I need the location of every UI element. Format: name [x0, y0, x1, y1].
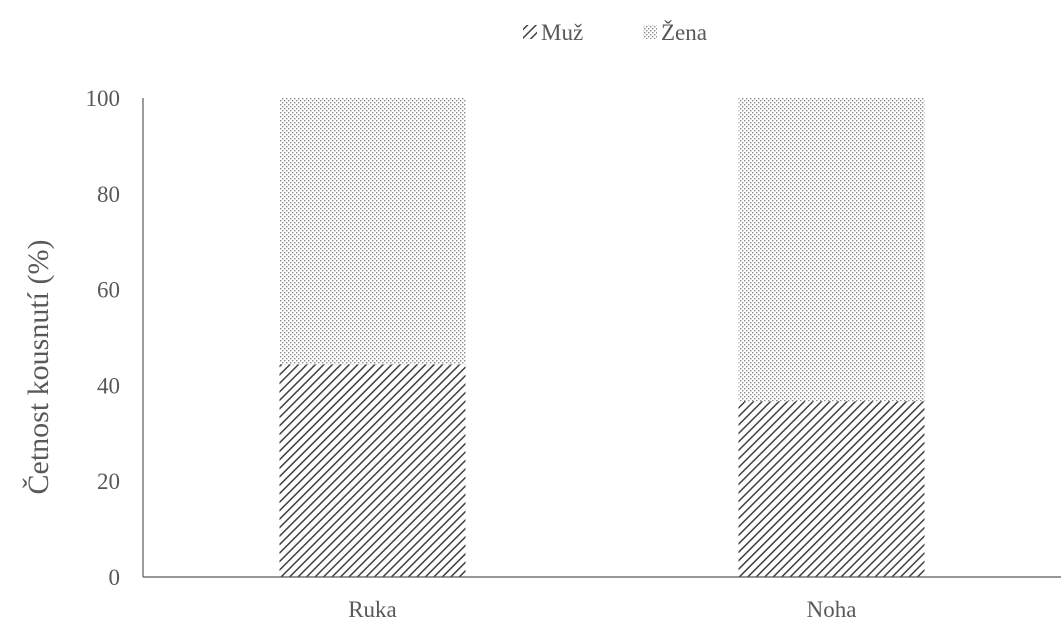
legend: Muž Žena — [523, 20, 707, 45]
legend-swatch-muz — [523, 25, 537, 39]
y-axis-title: Četnost kousnutí (%) — [22, 240, 55, 495]
legend-label-muz: Muž — [541, 20, 583, 45]
y-tick-label: 100 — [86, 86, 121, 111]
x-category-label: Noha — [807, 597, 857, 622]
y-tick-label: 20 — [97, 469, 120, 494]
bar-zena-noha — [738, 98, 925, 402]
y-tick-label: 0 — [109, 565, 121, 590]
y-tick-label: 40 — [97, 373, 120, 398]
x-category-labels: Ruka Noha — [348, 597, 856, 622]
legend-swatch-zena — [643, 25, 657, 39]
legend-item-zena: Žena — [643, 20, 707, 45]
legend-label-zena: Žena — [661, 20, 707, 45]
bar-muz-ruka — [279, 364, 466, 577]
bars-group — [279, 98, 925, 577]
y-tick-label: 80 — [97, 182, 120, 207]
y-tick-label: 60 — [97, 278, 120, 303]
legend-item-muz: Muž — [523, 20, 583, 45]
x-category-label: Ruka — [348, 597, 397, 622]
bar-muz-noha — [738, 401, 925, 577]
y-tick-labels: 0 20 40 60 80 100 — [86, 86, 121, 590]
bar-zena-ruka — [279, 98, 466, 365]
